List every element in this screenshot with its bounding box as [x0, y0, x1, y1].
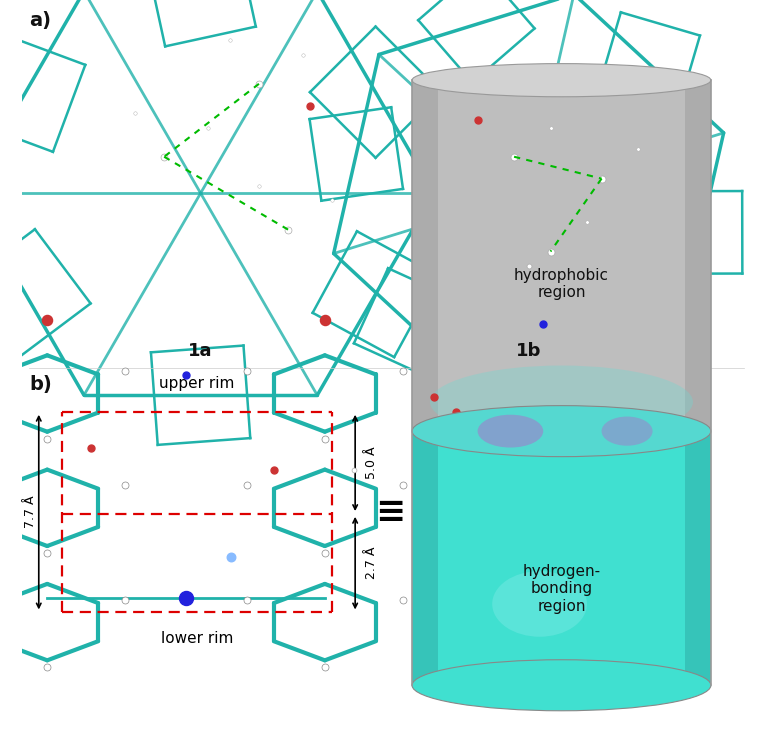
Bar — [686, 80, 711, 431]
Text: hydrophobic
region: hydrophobic region — [514, 268, 609, 300]
Bar — [412, 80, 711, 431]
Ellipse shape — [412, 405, 711, 456]
Ellipse shape — [430, 365, 693, 438]
Text: 1b: 1b — [516, 343, 541, 360]
Text: 7.7 Å: 7.7 Å — [23, 496, 36, 529]
Bar — [686, 431, 711, 685]
Ellipse shape — [412, 660, 711, 711]
Text: 2.7 Å: 2.7 Å — [366, 547, 378, 580]
Bar — [412, 80, 438, 431]
Text: b): b) — [29, 375, 52, 394]
Text: hydrogen-
bonding
region: hydrogen- bonding region — [523, 564, 601, 614]
Ellipse shape — [412, 63, 711, 97]
Text: upper rim: upper rim — [159, 376, 235, 391]
Ellipse shape — [478, 415, 543, 448]
Text: 5.0 Å: 5.0 Å — [366, 447, 378, 479]
Ellipse shape — [601, 416, 652, 445]
Text: ≡: ≡ — [375, 495, 405, 529]
Text: 1a: 1a — [189, 343, 213, 360]
Bar — [412, 431, 711, 685]
Bar — [412, 431, 438, 685]
Ellipse shape — [492, 571, 587, 636]
Text: lower rim: lower rim — [161, 631, 233, 647]
Text: a): a) — [29, 11, 51, 30]
